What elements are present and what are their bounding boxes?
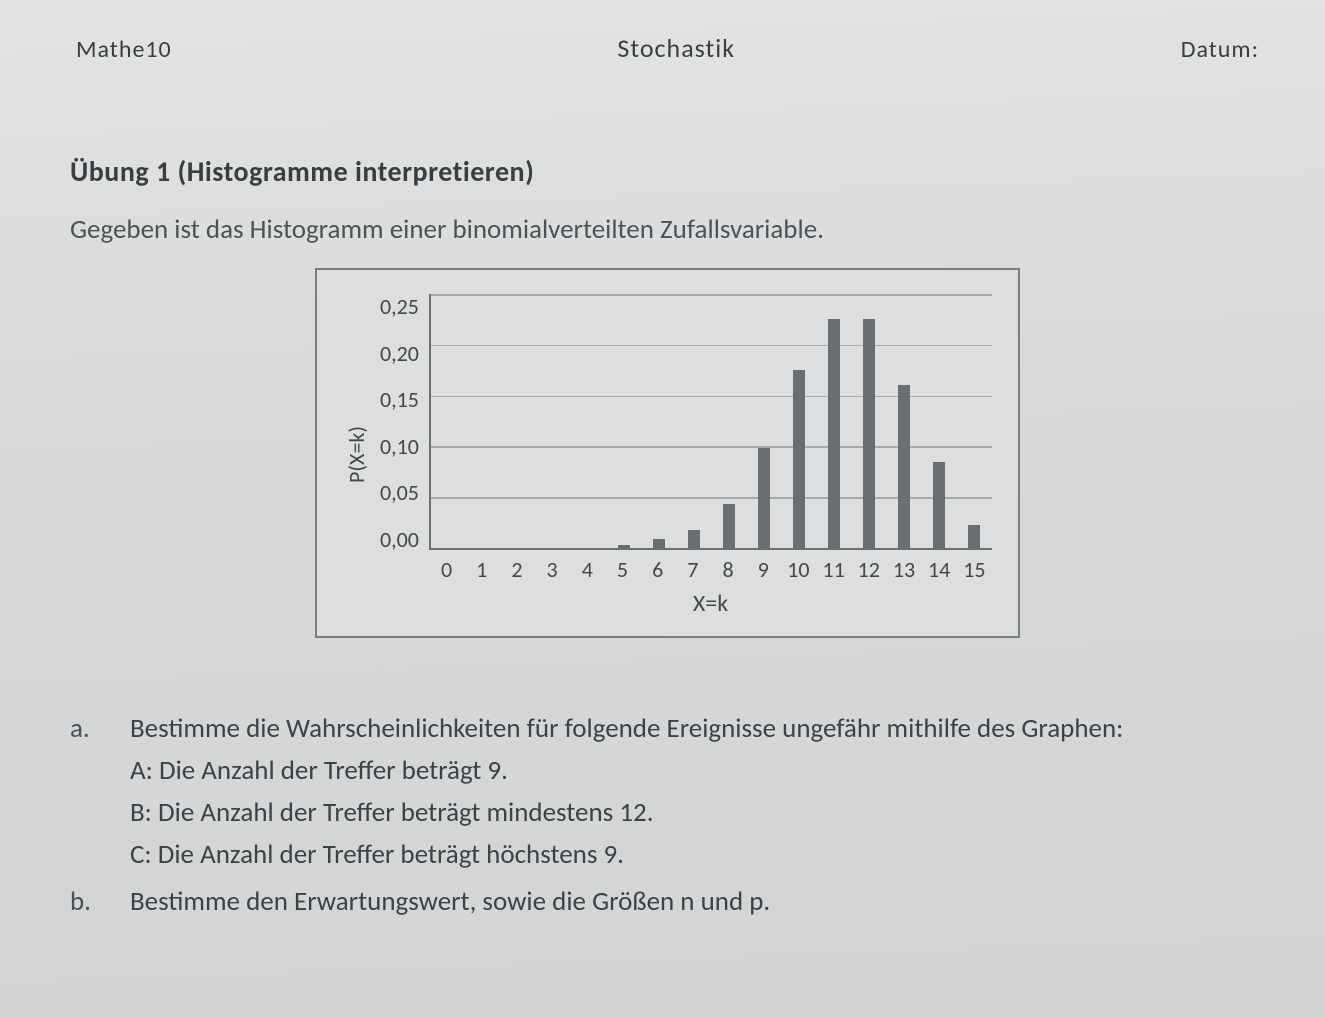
task-b-letter: b. [70,881,130,918]
histogram-bar [653,539,665,548]
xtick: 4 [570,556,605,583]
chart-ylabel: P(X=k) [339,334,374,574]
header-course: Mathe10 [76,35,172,64]
task-b-text: Bestimme den Erwartungswert, sowie die G… [130,881,1265,923]
task-a-letter: a. [70,708,130,745]
xtick: 5 [605,556,640,583]
histogram-frame: P(X=k) 0,25 0,20 0,15 0,10 0,05 0,00 012… [315,268,1020,638]
ytick: 0,05 [380,482,419,504]
xtick: 10 [781,556,816,583]
xtick: 12 [851,556,886,583]
bar-slot [641,294,676,548]
bar-slot [922,294,957,548]
xtick: 3 [535,556,570,583]
page-header: Mathe10 Stochastik Datum: [70,28,1265,64]
histogram-bar [898,385,910,548]
bar-slot [887,294,922,548]
bar-slot [852,294,887,548]
bar-slot [676,294,711,548]
bar-slot [782,294,817,548]
bar-slot [536,294,571,548]
ytick: 0,00 [380,529,419,551]
histogram-bar [968,525,980,548]
xtick: 1 [464,556,499,583]
bar-slot [571,294,606,548]
bar-slot [711,294,746,548]
histogram-bar [688,530,700,548]
task-a-event-C: C: Die Anzahl der Treffer beträgt höchst… [130,834,1265,876]
bar-slot [817,294,852,548]
xtick: 14 [922,556,957,583]
chart-xlabel: X=k [429,589,992,618]
chart-plot-area [429,294,992,550]
chart-yticks: 0,25 0,20 0,15 0,10 0,05 0,00 [380,296,419,551]
histogram-bar [828,319,840,548]
worksheet-page: Mathe10 Stochastik Datum: Übung 1 (Histo… [0,0,1325,1018]
histogram-bar [618,545,630,548]
ytick: 0,25 [380,296,419,318]
exercise-intro: Gegeben ist das Histogramm einer binomia… [70,213,1265,246]
bar-slot [747,294,782,548]
histogram-bar [758,448,770,548]
ytick: 0,15 [380,389,419,411]
histogram-bar [933,462,945,548]
histogram-bar [793,370,805,548]
task-a-event-B: B: Die Anzahl der Treffer beträgt mindes… [130,792,1265,834]
bar-slot [501,294,536,548]
bar-slot [606,294,641,548]
xtick: 8 [710,556,745,583]
xtick: 6 [640,556,675,583]
exercise-title: Übung 1 (Histogramme interpretieren) [70,154,1265,189]
ytick: 0,20 [380,343,419,365]
xtick: 2 [499,556,534,583]
xtick: 7 [675,556,710,583]
xtick: 15 [957,556,992,583]
questions-block: a. Bestimme die Wahrscheinlichkeiten für… [70,708,1265,923]
chart-bars [431,294,992,548]
xtick: 0 [429,556,464,583]
task-a-text: Bestimme die Wahrscheinlichkeiten für fo… [130,708,1265,750]
header-date-label: Datum: [1181,35,1259,64]
ytick: 0,10 [380,436,419,458]
header-topic: Stochastik [617,32,735,64]
xtick: 9 [746,556,781,583]
xtick: 13 [886,556,921,583]
bar-slot [466,294,501,548]
bar-slot [431,294,466,548]
histogram-bar [723,504,735,548]
bar-slot [957,294,992,548]
chart-xticks: 0123456789101112131415 [429,556,992,583]
task-a-event-A: A: Die Anzahl der Treffer beträgt 9. [130,750,1265,792]
xtick: 11 [816,556,851,583]
histogram-bar [863,319,875,548]
